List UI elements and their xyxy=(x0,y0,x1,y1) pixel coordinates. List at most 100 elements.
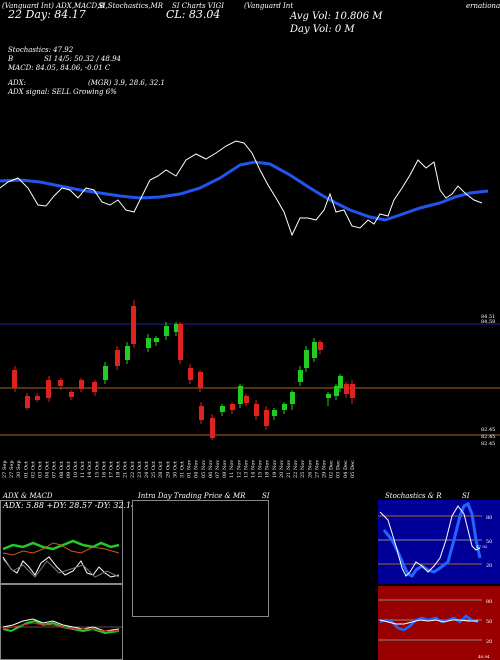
date-label: 20 Nov xyxy=(279,460,285,478)
mgr-value: (MGR) 3.9, 28.6, 32.1 xyxy=(88,79,165,87)
candle xyxy=(338,374,343,392)
adx-plus-line xyxy=(2,539,120,551)
adx-macd-title: ADX & MACD xyxy=(3,492,53,500)
candle xyxy=(188,364,193,384)
date-label: 28 Oct xyxy=(158,461,164,478)
date-label: 22 Oct xyxy=(130,461,136,478)
date-label: 29 Oct xyxy=(165,461,171,478)
candle xyxy=(131,300,136,348)
date-label: 03 Dec xyxy=(336,460,342,478)
macd-lines xyxy=(1,618,122,635)
candle xyxy=(238,384,243,408)
date-label: 25 Oct xyxy=(151,461,157,478)
candle xyxy=(230,402,235,414)
candle xyxy=(272,408,277,420)
macd-signal-line xyxy=(2,622,119,632)
candle xyxy=(154,336,159,346)
candle xyxy=(220,404,225,416)
adx-lines xyxy=(2,539,120,578)
candle xyxy=(115,346,120,370)
rsi-axis-50: 50 xyxy=(486,619,492,625)
stoch-value-tag: 47.92 xyxy=(476,544,488,549)
main-price-chart: 84.51 84.58 82.45 82.45 82.45 27 Sep 27 S… xyxy=(0,140,500,478)
date-label: 14 Oct xyxy=(87,461,93,478)
stoch-axis-20: 20 xyxy=(486,563,492,569)
candle xyxy=(318,340,323,354)
date-label: 08 Oct xyxy=(59,461,65,478)
moving-average-line xyxy=(0,160,489,222)
stochastics-chart: 80 50 20 47.92 xyxy=(378,501,492,578)
date-label: 19 Nov xyxy=(272,460,278,478)
date-label: 02 Oct xyxy=(30,461,36,478)
candle xyxy=(69,390,74,400)
intraday-title: Intra Day Trading Price & MR xyxy=(138,492,246,500)
rsi-axis-20: 20 xyxy=(486,639,492,645)
date-label: 07 Oct xyxy=(52,461,58,478)
rsi-axis-80: 80 xyxy=(486,599,492,605)
candle xyxy=(312,338,317,362)
stoch-axis-50: 50 xyxy=(486,539,492,545)
price-axis-low-c: 82.45 xyxy=(481,441,495,447)
candle xyxy=(199,402,204,424)
date-label: 26 Nov xyxy=(307,460,313,478)
header-charts: SI Charts VIGI xyxy=(172,2,224,10)
date-label: 06 Nov xyxy=(208,460,214,478)
date-label: 03 Oct xyxy=(38,461,44,478)
date-label: 01 Oct xyxy=(23,461,29,478)
date-label: 30 Sep xyxy=(16,460,22,478)
stochastics-panel: 80 50 20 47.92 xyxy=(378,500,500,584)
stoch-title: Stochastics & R xyxy=(385,492,442,500)
date-label: 27 Sep xyxy=(9,460,15,478)
candle xyxy=(198,370,203,392)
date-label: 08 Nov xyxy=(222,460,228,478)
date-label: 24 Oct xyxy=(144,461,150,478)
date-label: 29 Nov xyxy=(322,460,328,478)
price-axis-top-b: 84.58 xyxy=(481,319,495,325)
candle xyxy=(25,393,30,410)
candle xyxy=(298,366,303,386)
price-axis-top-a: 84.51 xyxy=(481,314,495,320)
adx-secondary-line xyxy=(2,558,120,578)
candle xyxy=(334,384,339,400)
intraday-si: SI xyxy=(262,492,270,500)
stoch-value: Stochastics: 47.92 xyxy=(8,46,74,54)
candle xyxy=(46,376,51,402)
candle xyxy=(125,342,130,364)
date-label: 21 Oct xyxy=(123,461,129,478)
date-label: 27 Sep xyxy=(2,460,8,478)
close-price: CL: 83.04 xyxy=(166,8,221,21)
date-label: 13 Nov xyxy=(243,460,249,478)
candle xyxy=(103,362,108,384)
intraday-panel xyxy=(132,500,269,617)
date-label: 09 Oct xyxy=(66,461,72,478)
day-price: 22 Day: 84.17 xyxy=(8,8,86,21)
adx-panel: ADX: 5.88 +DY: 28.57 -DY: 32.14 xyxy=(0,500,136,584)
b-label: B xyxy=(8,55,14,63)
date-label: 18 Oct xyxy=(116,461,122,478)
date-label: 14 Nov xyxy=(251,460,257,478)
header-name: (Vanguard Int xyxy=(244,2,294,10)
stoch-d-line xyxy=(379,505,481,577)
date-label: 12 Nov xyxy=(236,460,242,478)
date-label: 22 Nov xyxy=(293,460,299,478)
candle xyxy=(264,406,269,430)
date-label: 15 Oct xyxy=(94,461,100,478)
rsi-value-tag: 48.94 xyxy=(478,654,490,659)
header-ticker: (Vanguard Int) ADX,MACD,B xyxy=(2,2,105,10)
date-label: 01 Nov xyxy=(187,460,193,478)
header-indicators: SI,Stochastics,MR xyxy=(98,2,164,10)
date-label: 11 Nov xyxy=(229,460,235,478)
header-name-cont: ernational xyxy=(466,2,500,10)
adx-values: ADX: 5.88 +DY: 28.57 -DY: 32.14 xyxy=(3,501,137,510)
candle xyxy=(344,382,349,398)
date-label: 31 Oct xyxy=(180,461,186,478)
candlesticks xyxy=(12,300,355,440)
date-label: 04 Nov xyxy=(194,460,200,478)
rsi-signal-line xyxy=(379,619,478,625)
date-label: 21 Nov xyxy=(286,460,292,478)
adx-signal: ADX signal: SELL Growing 6% xyxy=(8,88,117,96)
candle xyxy=(282,402,287,414)
date-label: 05 Nov xyxy=(201,460,207,478)
candle xyxy=(35,393,40,402)
adx-minus-line xyxy=(2,542,120,556)
